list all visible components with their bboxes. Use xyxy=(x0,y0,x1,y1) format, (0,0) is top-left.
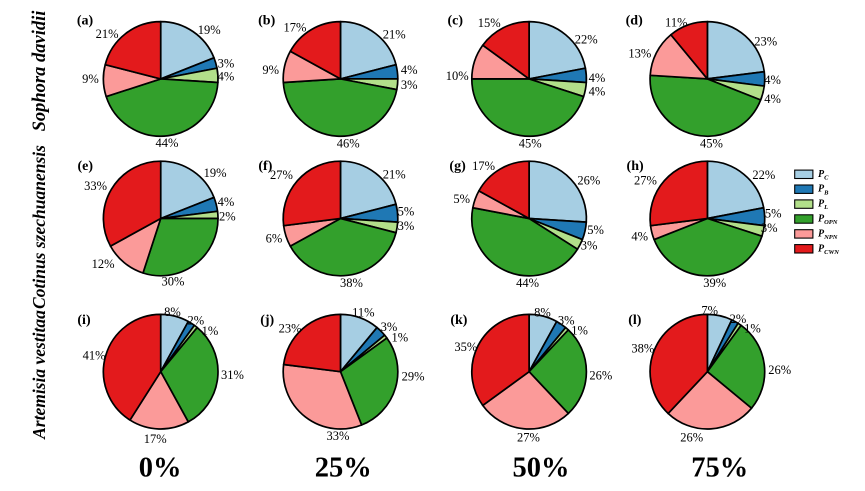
svg-text:26%: 26% xyxy=(768,363,791,377)
svg-text:26%: 26% xyxy=(680,430,703,444)
svg-text:(k): (k) xyxy=(450,313,467,328)
svg-text:(l): (l) xyxy=(628,313,642,328)
svg-text:4%: 4% xyxy=(218,195,235,209)
svg-text:17%: 17% xyxy=(472,159,495,173)
svg-text:(g): (g) xyxy=(449,159,466,174)
svg-text:PB: PB xyxy=(818,184,829,197)
svg-text:2%: 2% xyxy=(188,313,205,327)
svg-text:Cotinus szechuanensis: Cotinus szechuanensis xyxy=(29,145,49,309)
svg-text:4%: 4% xyxy=(764,73,781,87)
svg-text:3%: 3% xyxy=(558,313,575,327)
svg-text:8%: 8% xyxy=(534,305,551,319)
svg-text:75%: 75% xyxy=(691,453,748,484)
svg-text:19%: 19% xyxy=(204,166,227,180)
svg-text:11%: 11% xyxy=(352,305,374,319)
svg-text:45%: 45% xyxy=(519,136,542,150)
svg-text:5%: 5% xyxy=(453,192,470,206)
svg-text:(i): (i) xyxy=(77,313,91,328)
svg-text:7%: 7% xyxy=(701,304,718,318)
svg-text:3%: 3% xyxy=(398,219,415,233)
svg-text:(f): (f) xyxy=(258,159,272,174)
svg-text:2%: 2% xyxy=(219,210,236,224)
svg-text:6%: 6% xyxy=(266,232,283,246)
svg-text:PC: PC xyxy=(818,169,829,182)
svg-text:30%: 30% xyxy=(161,274,184,288)
svg-text:15%: 15% xyxy=(478,16,501,30)
svg-text:19%: 19% xyxy=(198,23,221,37)
svg-text:21%: 21% xyxy=(383,168,406,182)
svg-text:25%: 25% xyxy=(315,453,372,484)
svg-text:4%: 4% xyxy=(218,70,235,84)
svg-text:3%: 3% xyxy=(401,78,418,92)
svg-text:1%: 1% xyxy=(202,324,219,338)
svg-text:31%: 31% xyxy=(221,368,244,382)
svg-text:4%: 4% xyxy=(401,63,418,77)
svg-text:12%: 12% xyxy=(92,257,115,271)
svg-text:17%: 17% xyxy=(144,432,167,446)
svg-text:4%: 4% xyxy=(764,92,781,106)
svg-text:(e): (e) xyxy=(78,159,94,174)
svg-text:22%: 22% xyxy=(575,32,598,46)
svg-text:10%: 10% xyxy=(446,69,469,83)
svg-text:5%: 5% xyxy=(765,206,782,220)
svg-text:23%: 23% xyxy=(754,35,777,49)
svg-text:0%: 0% xyxy=(139,453,182,484)
svg-text:45%: 45% xyxy=(700,136,723,150)
svg-text:1%: 1% xyxy=(744,321,761,335)
svg-text:23%: 23% xyxy=(279,321,302,335)
svg-text:35%: 35% xyxy=(454,340,477,354)
svg-text:44%: 44% xyxy=(156,136,179,150)
svg-text:1%: 1% xyxy=(392,331,409,345)
svg-text:5%: 5% xyxy=(587,223,604,237)
svg-text:26%: 26% xyxy=(589,369,612,383)
svg-text:3%: 3% xyxy=(761,221,778,235)
svg-text:13%: 13% xyxy=(628,47,651,61)
svg-text:5%: 5% xyxy=(398,204,415,218)
svg-text:1%: 1% xyxy=(571,324,588,338)
svg-text:22%: 22% xyxy=(752,168,775,182)
svg-text:(a): (a) xyxy=(77,14,94,29)
svg-text:41%: 41% xyxy=(83,348,106,362)
svg-text:39%: 39% xyxy=(703,276,726,290)
svg-text:9%: 9% xyxy=(262,63,279,77)
svg-text:21%: 21% xyxy=(383,27,406,41)
svg-text:(h): (h) xyxy=(627,159,644,174)
svg-text:(c): (c) xyxy=(448,14,464,29)
svg-text:44%: 44% xyxy=(516,276,539,290)
svg-text:4%: 4% xyxy=(589,71,606,85)
svg-text:26%: 26% xyxy=(577,173,600,187)
svg-text:3%: 3% xyxy=(218,57,235,71)
svg-text:2%: 2% xyxy=(730,312,747,326)
svg-text:27%: 27% xyxy=(634,173,657,187)
svg-text:29%: 29% xyxy=(402,369,425,383)
svg-text:27%: 27% xyxy=(517,430,540,444)
svg-text:(j): (j) xyxy=(260,313,274,328)
svg-text:11%: 11% xyxy=(665,16,687,30)
svg-text:9%: 9% xyxy=(82,72,99,86)
svg-text:3%: 3% xyxy=(581,238,598,252)
svg-text:27%: 27% xyxy=(270,168,293,182)
svg-text:21%: 21% xyxy=(96,27,119,41)
svg-text:(d): (d) xyxy=(626,14,643,29)
svg-text:PL: PL xyxy=(818,199,828,212)
svg-text:46%: 46% xyxy=(337,136,360,150)
svg-text:Artemisia vestitaa: Artemisia vestitaa xyxy=(29,310,49,440)
svg-text:Sophora davidii: Sophora davidii xyxy=(30,10,50,132)
svg-text:33%: 33% xyxy=(84,179,107,193)
svg-text:38%: 38% xyxy=(340,276,363,290)
svg-text:33%: 33% xyxy=(326,429,349,443)
svg-text:17%: 17% xyxy=(283,21,306,35)
svg-text:4%: 4% xyxy=(589,84,606,98)
svg-text:50%: 50% xyxy=(513,453,570,484)
svg-text:3%: 3% xyxy=(381,320,398,334)
svg-text:8%: 8% xyxy=(164,305,181,319)
svg-text:38%: 38% xyxy=(631,342,654,356)
svg-text:(b): (b) xyxy=(258,14,275,29)
svg-text:4%: 4% xyxy=(631,229,648,243)
